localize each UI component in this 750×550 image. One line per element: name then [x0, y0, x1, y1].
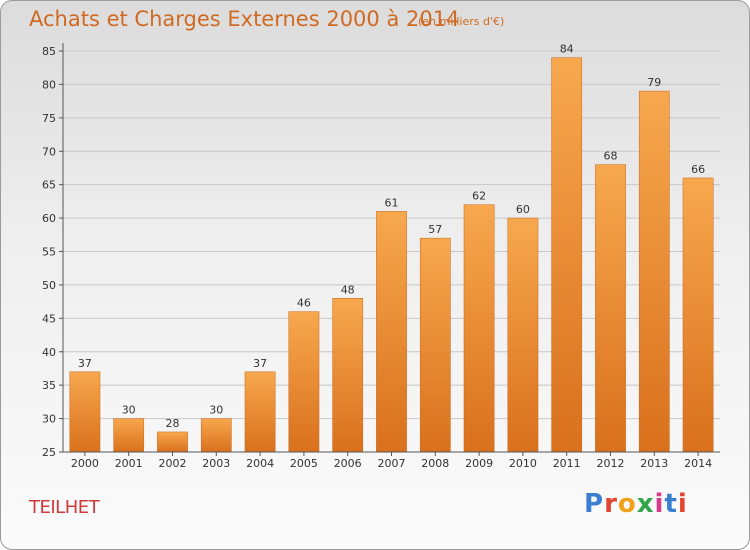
logo-letter: o — [617, 489, 637, 519]
logo-letter: P — [584, 489, 605, 519]
y-tick-label: 40 — [42, 346, 56, 359]
x-tick-label: 2004 — [246, 457, 274, 470]
bar-2011[interactable] — [551, 57, 583, 453]
data-label: 30 — [122, 404, 136, 417]
y-tick-label: 85 — [42, 45, 56, 58]
bar-2012[interactable] — [595, 164, 626, 453]
x-tick-label: 2011 — [553, 457, 581, 470]
data-label: 68 — [604, 150, 618, 163]
logo-letter: x — [636, 489, 655, 519]
logo-letter: i — [677, 489, 688, 519]
x-tick-label: 2002 — [159, 457, 187, 470]
data-label: 48 — [341, 283, 355, 296]
data-label: 66 — [691, 163, 705, 176]
x-tick-label: 2001 — [115, 457, 143, 470]
x-tick-label: 2008 — [421, 457, 449, 470]
x-tick-label: 2013 — [640, 457, 668, 470]
bar-2010[interactable] — [507, 217, 539, 453]
bar-2013[interactable] — [638, 90, 670, 453]
data-label: 30 — [209, 404, 223, 417]
data-label: 61 — [385, 196, 399, 209]
x-tick-label: 2007 — [378, 457, 406, 470]
x-tick-label: 2006 — [334, 457, 362, 470]
axes — [59, 43, 720, 456]
commune-name: TEILHET — [29, 497, 100, 518]
x-tick-label: 2010 — [509, 457, 537, 470]
x-tick-label: 2000 — [71, 457, 99, 470]
data-label: 84 — [560, 43, 574, 56]
bar-2002[interactable] — [157, 431, 188, 453]
y-tick-label: 35 — [42, 379, 56, 392]
bar-2007[interactable] — [376, 211, 407, 453]
bar-2001[interactable] — [113, 418, 145, 453]
data-label: 62 — [472, 190, 486, 203]
y-tick-label: 65 — [42, 179, 56, 192]
data-label: 37 — [78, 357, 92, 370]
y-tick-label: 80 — [42, 78, 56, 91]
bar-2009[interactable] — [463, 204, 495, 453]
logo-letter: i — [654, 489, 665, 519]
y-tick-label: 30 — [42, 413, 56, 426]
x-tick-label: 2014 — [684, 457, 712, 470]
bar-2005[interactable] — [288, 311, 320, 453]
bar-2004[interactable] — [244, 371, 276, 453]
bars — [69, 57, 714, 453]
y-tick-label: 55 — [42, 246, 56, 259]
x-tick-label: 2003 — [202, 457, 230, 470]
data-label: 79 — [647, 76, 661, 89]
data-label: 60 — [516, 203, 530, 216]
data-label: 28 — [166, 417, 180, 430]
logo-letter: r — [604, 489, 618, 519]
labels: 25 30 35 40 45 50 55 60 65 70 75 80 85 37 2000 30 2001 28… — [42, 43, 712, 470]
data-label: 37 — [253, 357, 267, 370]
y-tick-label: 70 — [42, 145, 56, 158]
bar-2014[interactable] — [682, 177, 714, 453]
y-tick-label: 50 — [42, 279, 56, 292]
data-label: 57 — [428, 223, 442, 236]
logo-letter: t — [664, 489, 678, 519]
x-tick-label: 2012 — [597, 457, 625, 470]
y-tick-label: 75 — [42, 112, 56, 125]
x-tick-label: 2005 — [290, 457, 318, 470]
data-label: 46 — [297, 297, 311, 310]
bar-2000[interactable] — [69, 371, 101, 453]
bar-2003[interactable] — [200, 418, 232, 453]
y-tick-label: 25 — [42, 446, 56, 459]
y-tick-label: 45 — [42, 312, 56, 325]
chart-subtitle: (en milliers d'€) — [418, 15, 505, 28]
y-tick-label: 60 — [42, 212, 56, 225]
x-tick-label: 2009 — [465, 457, 493, 470]
chart-title: Achats et Charges Externes 2000 à 2014 — [29, 7, 460, 31]
bar-2006[interactable] — [332, 298, 364, 453]
bar-2008[interactable] — [419, 237, 451, 453]
proxiti-logo[interactable]: Proxiti — [584, 489, 688, 519]
